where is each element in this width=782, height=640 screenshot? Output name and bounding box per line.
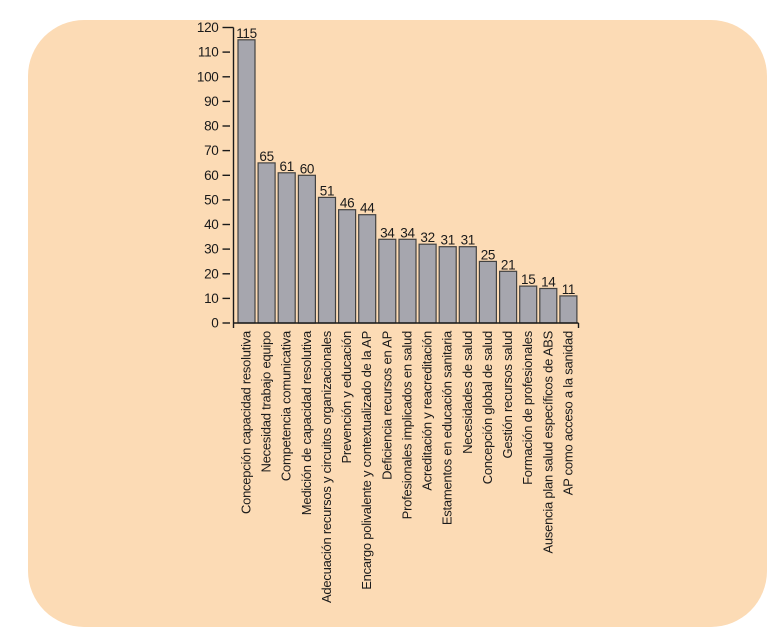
bar-value-label: 11 [562,282,575,297]
category-label: Ausencia plan salud específicos de ABS [540,330,555,553]
bar [398,238,417,324]
bar-value-label: 34 [400,225,415,240]
y-tick-label: 20 [204,266,218,281]
y-tick-label: 80 [204,119,218,134]
bar-value-label: 34 [380,225,395,240]
category-label: Formación de profesionales [520,330,535,485]
bar [559,295,578,324]
bar-value-label: 60 [300,161,314,176]
y-tick-label: 0 [211,316,218,331]
category-label: Necesidades de salud [460,331,475,454]
y-tick-label: 30 [204,242,218,257]
bar-value-label: 115 [236,26,257,41]
y-tick-label: 70 [204,143,218,158]
category-label: Profesionales implicados en salud [400,331,415,519]
bar [458,246,477,324]
bar-value-label: 31 [440,233,454,248]
y-tick-label: 10 [204,291,218,306]
bar [317,196,337,324]
bar-value-label: 14 [541,275,556,290]
category-label: Necesidad trabajo equipo [259,331,274,472]
bar [478,260,497,324]
bar-value-label: 21 [501,257,515,272]
y-tick-label: 40 [204,217,218,232]
category-label: Concepción global de salud [480,331,495,484]
bar [519,285,538,324]
category-label: Deficiencia recursos en AP [379,331,394,480]
bar [378,238,397,324]
bar [499,270,518,324]
bar [237,39,256,324]
bar-value-label: 32 [420,230,434,245]
bar-value-label: 25 [481,247,495,262]
bar [539,287,558,324]
bar-value-label: 51 [320,183,334,198]
category-label: AP como acceso a la sanidad [560,331,575,495]
y-tick-label: 120 [197,20,219,35]
y-tick-label: 90 [204,94,218,109]
category-label: Prevención y educación [339,331,354,464]
bar [297,174,316,324]
bar-value-label: 61 [279,159,293,174]
bar [418,243,437,324]
category-label: Medición de capacidad resolutiva [299,330,314,515]
bar [358,214,377,324]
category-label: Concepción capacidad resolutiva [239,330,254,514]
y-tick-label: 50 [204,193,218,208]
y-tick-label: 110 [198,45,219,60]
category-label: Estamentos en educación sanitaria [440,330,455,525]
bar-value-label: 65 [259,149,273,164]
category-label: Gestión recursos salud [500,331,515,458]
bar-value-label: 46 [340,196,354,211]
bar-value-label: 44 [360,201,375,216]
category-label: Encargo polivalente y contextualizado de… [359,331,374,590]
category-label: Adecuación recursos y circuitos organiza… [319,330,334,603]
bar [438,246,457,324]
category-label: Competencia comunicativa [279,330,294,481]
bar [257,162,276,324]
bar-value-label: 31 [461,233,475,248]
bar [338,209,357,324]
bar-value-label: 15 [521,272,535,287]
bar [277,172,296,324]
y-tick-label: 60 [204,168,218,183]
y-tick-label: 100 [197,69,219,84]
category-label: Acreditación y reacreditación [420,331,435,491]
